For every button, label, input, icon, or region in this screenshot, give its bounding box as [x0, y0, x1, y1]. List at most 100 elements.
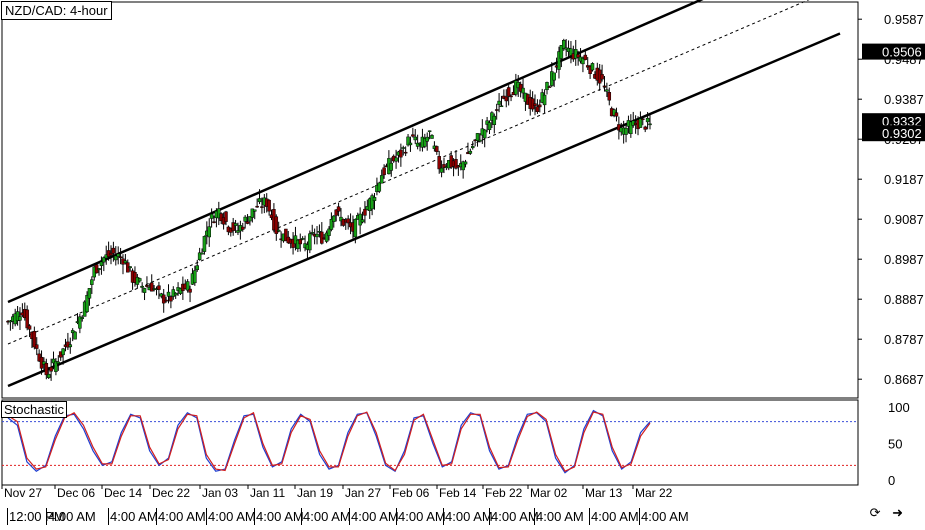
footer-time-label: 4:00 AM [48, 509, 96, 524]
bear-candle [49, 367, 53, 372]
channel-lower-line [7, 32, 841, 388]
x-tick-label: Feb 14 [439, 486, 477, 500]
y-tick-label: 0.9187 [884, 172, 924, 187]
bear-candle [504, 96, 509, 102]
current-price-label: 0.9302 [882, 126, 922, 141]
bear-candle [509, 95, 513, 98]
bull-candle [406, 136, 410, 146]
bull-candle [56, 361, 61, 364]
bull-candle [394, 157, 398, 162]
bear-candle [341, 218, 346, 226]
bear-candle [506, 87, 511, 97]
bull-candle [562, 40, 566, 49]
footer-separator [156, 508, 157, 525]
footer-time-label: 4:00 AM [445, 509, 493, 524]
sync-icon[interactable]: ⟳ [869, 505, 881, 520]
bear-candle [533, 103, 537, 106]
bear-candle [382, 167, 386, 176]
current-price-box [862, 43, 925, 60]
bear-candle [494, 109, 499, 111]
channel-upper-line [7, 0, 704, 304]
bear-candle [231, 222, 235, 231]
x-tick-label: Feb 06 [392, 486, 430, 500]
bull-candle [329, 218, 334, 230]
bear-candle [617, 124, 621, 131]
bull-candle [197, 252, 202, 260]
bear-candle [109, 252, 113, 256]
y-tick-label: 0.8687 [884, 372, 924, 387]
stochastic-y-tick-label: 0 [888, 473, 895, 488]
main-plot-frame [1, 1, 859, 399]
bull-candle [68, 344, 73, 348]
x-tick-label: Dec 22 [152, 486, 190, 500]
footer-time-label: 4:00 AM [536, 509, 584, 524]
bull-candle [612, 109, 616, 116]
bull-candle [629, 121, 633, 135]
bull-candle [73, 331, 77, 340]
footer-time-label: 4:00 AM [591, 509, 639, 524]
bear-candle [157, 285, 161, 290]
stochastic-y-tick-label: 100 [888, 400, 910, 415]
bull-candle [470, 146, 475, 149]
bull-candle [85, 295, 89, 313]
bull-candle [332, 215, 336, 222]
bull-candle [569, 48, 573, 56]
footer-time-label: 12:00 PM [9, 509, 65, 524]
bear-candle [576, 54, 580, 58]
bull-candle [468, 150, 473, 154]
footer-time-row: 12:00 PM 4:00 AM 4:00 AM 4:00 AM 4:00 AM 4:00… [0, 508, 925, 525]
y-tick-label: 0.8987 [884, 252, 924, 267]
bull-candle [360, 219, 365, 223]
bear-candle [267, 199, 271, 212]
x-tick-label: Mar 13 [585, 486, 623, 500]
bear-candle [161, 294, 166, 304]
bear-candle [224, 211, 228, 222]
bull-candle [140, 285, 144, 288]
bull-candle [128, 266, 132, 269]
bear-candle [188, 288, 192, 293]
bull-candle [542, 94, 547, 106]
bull-candle [624, 127, 628, 135]
stochastic-y-tick-label: 50 [888, 437, 902, 452]
bull-candle [233, 223, 238, 226]
bull-candle [293, 235, 298, 244]
footer-separator [639, 508, 640, 525]
bear-candle [245, 221, 250, 224]
bull-candle [248, 216, 252, 222]
y-tick-label: 0.8887 [884, 292, 924, 307]
bull-candle [478, 139, 482, 142]
bear-candle [164, 299, 168, 302]
bull-candle [87, 288, 92, 299]
bull-candle [243, 216, 247, 222]
bull-candle [497, 100, 501, 105]
bear-candle [284, 228, 288, 242]
bull-candle [90, 279, 94, 285]
bull-candle [296, 239, 300, 250]
footer-time-label: 4:00 AM [303, 509, 351, 524]
stochastic-series-2 [7, 411, 651, 472]
footer-separator [301, 508, 302, 525]
current-price-label: 0.9506 [882, 45, 922, 60]
x-tick-label: Mar 02 [530, 486, 568, 500]
bull-candle [54, 360, 58, 372]
footer-separator [349, 508, 350, 525]
bear-candle [614, 112, 619, 117]
bull-candle [521, 87, 525, 94]
arrow-right-icon[interactable]: ➜ [892, 505, 903, 520]
bear-candle [583, 54, 588, 60]
bear-candle [346, 218, 350, 224]
current-price-box [862, 125, 925, 142]
bull-candle [178, 288, 183, 294]
bull-candle [415, 142, 420, 147]
bull-candle [590, 63, 595, 71]
bull-candle [427, 130, 432, 132]
footer-time-label: 4:00 AM [158, 509, 206, 524]
x-tick-label: Feb 22 [485, 486, 523, 500]
bear-candle [518, 83, 523, 92]
bull-candle [173, 292, 178, 296]
footer-separator [254, 508, 255, 525]
bull-candle [605, 89, 609, 92]
bull-candle [250, 208, 255, 218]
bear-candle [363, 208, 367, 216]
